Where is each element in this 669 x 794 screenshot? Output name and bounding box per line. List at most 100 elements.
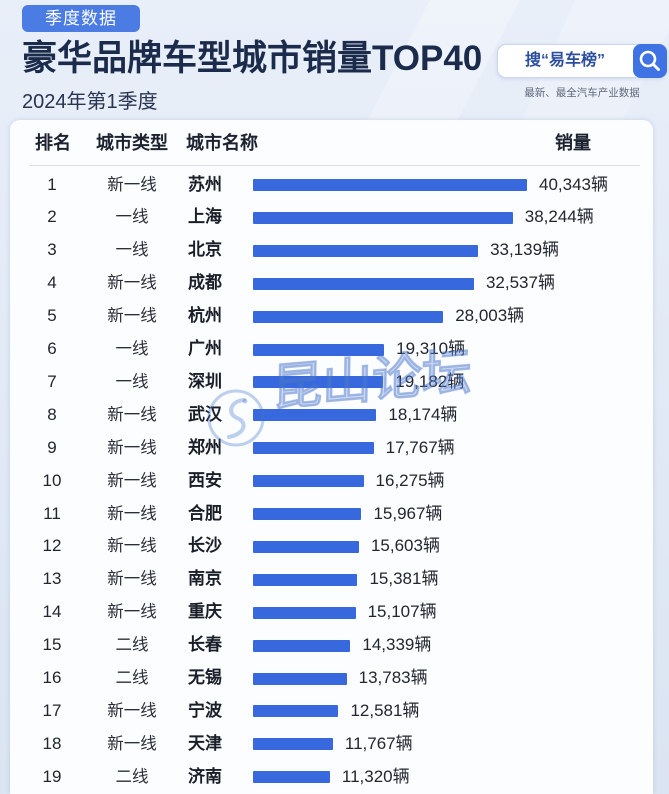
sales-bar bbox=[253, 540, 359, 553]
rank-cell: 2 bbox=[47, 207, 57, 227]
column-header-city-name: 城市名称 bbox=[186, 133, 258, 153]
city-name-cell: 上海 bbox=[188, 207, 222, 227]
sales-bar bbox=[253, 343, 385, 356]
rank-cell: 8 bbox=[47, 404, 57, 424]
city-name-cell: 合肥 bbox=[188, 503, 222, 523]
sales-value-label: 11,320辆 bbox=[341, 766, 410, 786]
city-type-cell: 二线 bbox=[115, 767, 149, 786]
rank-cell: 11 bbox=[43, 503, 61, 523]
sales-value-label: 16,275辆 bbox=[375, 470, 445, 490]
table-row: 19 二线 济南 11,320辆 bbox=[10, 761, 653, 794]
search-button[interactable] bbox=[633, 44, 667, 78]
sales-bar bbox=[253, 508, 362, 520]
table-row: 1 新一线 苏州 40,343辆 bbox=[10, 169, 653, 202]
sales-value-label: 19,182辆 bbox=[395, 371, 465, 391]
table-body: 1 新一线 苏州 40,343辆 2 一线 上海 38,244辆 3 一线 北京 33,139辆 4 新一… bbox=[10, 120, 653, 794]
column-header-rank: 排名 bbox=[35, 133, 71, 153]
city-type-cell: 新一线 bbox=[107, 471, 157, 490]
city-name-cell: 杭州 bbox=[188, 306, 222, 326]
rank-cell: 10 bbox=[42, 470, 62, 490]
sales-value-label: 15,603辆 bbox=[370, 536, 440, 556]
rank-cell: 15 bbox=[42, 635, 62, 655]
sales-bar bbox=[253, 310, 444, 323]
table-row: 4 新一线 成都 32,537辆 bbox=[10, 267, 653, 300]
city-type-cell: 新一线 bbox=[107, 570, 157, 589]
city-type-cell: 新一线 bbox=[107, 438, 157, 457]
city-name-cell: 北京 bbox=[188, 240, 222, 260]
search-box[interactable]: 搜“易车榜” bbox=[497, 44, 667, 78]
city-type-cell: 新一线 bbox=[107, 175, 157, 194]
city-name-cell: 郑州 bbox=[188, 437, 222, 457]
city-type-cell: 一线 bbox=[115, 372, 149, 391]
sales-bar bbox=[253, 376, 384, 389]
search-query-text: 搜“易车榜” bbox=[524, 52, 605, 69]
city-name-cell: 济南 bbox=[188, 766, 222, 786]
city-type-cell: 新一线 bbox=[107, 603, 157, 622]
search-icon bbox=[639, 50, 660, 71]
rank-cell: 17 bbox=[42, 700, 62, 720]
city-type-cell: 一线 bbox=[115, 241, 149, 260]
table-row: 8 新一线 武汉 18,174辆 bbox=[10, 399, 653, 432]
city-type-cell: 二线 bbox=[115, 669, 149, 687]
city-name-cell: 武汉 bbox=[188, 404, 222, 424]
rank-cell: 9 bbox=[47, 437, 57, 457]
sales-bar bbox=[253, 277, 474, 290]
table-row: 16 二线 无锡 13,783辆 bbox=[10, 662, 653, 695]
sales-bar bbox=[253, 738, 333, 751]
city-type-cell: 二线 bbox=[115, 636, 149, 655]
sales-value-label: 14,339辆 bbox=[362, 635, 432, 655]
table-row: 11 新一线 合肥 15,967辆 bbox=[10, 498, 653, 531]
city-name-cell: 宁波 bbox=[188, 700, 222, 720]
sales-value-label: 15,107辆 bbox=[367, 602, 437, 622]
sales-value-label: 13,783辆 bbox=[358, 668, 428, 687]
sales-value-label: 38,244辆 bbox=[524, 207, 594, 227]
table-row: 14 新一线 重庆 15,107辆 bbox=[10, 596, 653, 629]
rank-cell: 16 bbox=[42, 668, 62, 687]
sales-bar bbox=[253, 573, 358, 586]
table-row: 7 一线 深圳 19,182辆 bbox=[10, 366, 653, 399]
sales-value-label: 33,139辆 bbox=[490, 240, 560, 260]
city-type-cell: 新一线 bbox=[107, 405, 157, 424]
sales-value-label: 17,767辆 bbox=[385, 437, 455, 457]
city-name-cell: 西安 bbox=[188, 470, 222, 490]
table-row: 17 新一线 宁波 12,581辆 bbox=[10, 695, 653, 728]
table-row: 10 新一线 西安 16,275辆 bbox=[10, 465, 653, 498]
sales-value-label: 28,003辆 bbox=[455, 306, 525, 326]
sales-bar bbox=[253, 179, 527, 191]
rank-cell: 19 bbox=[42, 766, 62, 786]
rank-cell: 7 bbox=[47, 371, 57, 391]
city-name-cell: 成都 bbox=[188, 273, 222, 293]
table-row: 6 一线 广州 19,310辆 bbox=[10, 333, 653, 366]
sales-bar bbox=[253, 672, 347, 685]
city-type-cell: 新一线 bbox=[107, 274, 157, 293]
column-header-city-type: 城市类型 bbox=[96, 133, 168, 153]
sales-value-label: 19,310辆 bbox=[396, 339, 466, 358]
rank-cell: 14 bbox=[42, 602, 62, 622]
city-type-cell: 新一线 bbox=[107, 307, 157, 326]
city-name-cell: 长沙 bbox=[188, 536, 222, 556]
rank-cell: 3 bbox=[47, 240, 57, 260]
rank-cell: 13 bbox=[42, 569, 62, 589]
sales-bar bbox=[253, 244, 479, 257]
sales-value-label: 12,581辆 bbox=[350, 700, 420, 720]
rank-cell: 5 bbox=[47, 306, 57, 326]
column-header-sales: 销量 bbox=[555, 133, 591, 153]
rank-cell: 4 bbox=[47, 273, 57, 293]
sales-bar bbox=[253, 606, 356, 619]
city-name-cell: 长春 bbox=[188, 635, 222, 655]
city-name-cell: 重庆 bbox=[188, 602, 222, 622]
city-name-cell: 苏州 bbox=[188, 174, 222, 194]
header-divider bbox=[30, 165, 640, 166]
page-title: 豪华品牌车型城市销量TOP40 bbox=[22, 39, 483, 78]
ranking-table: 排名 城市类型 城市名称 销量 1 新一线 苏州 40,343辆 2 一线 上海 38,244… bbox=[10, 120, 653, 794]
city-type-cell: 新一线 bbox=[107, 701, 157, 720]
city-name-cell: 南京 bbox=[188, 569, 222, 589]
city-name-cell: 深圳 bbox=[188, 371, 222, 391]
watermark-logo-icon bbox=[207, 389, 265, 447]
table-row: 3 一线 北京 33,139辆 bbox=[10, 234, 653, 267]
rank-cell: 6 bbox=[47, 339, 57, 358]
sales-bar bbox=[253, 705, 339, 718]
sales-bar bbox=[253, 475, 364, 488]
table-row: 18 新一线 天津 11,767辆 bbox=[10, 728, 653, 761]
sales-bar bbox=[253, 409, 377, 422]
